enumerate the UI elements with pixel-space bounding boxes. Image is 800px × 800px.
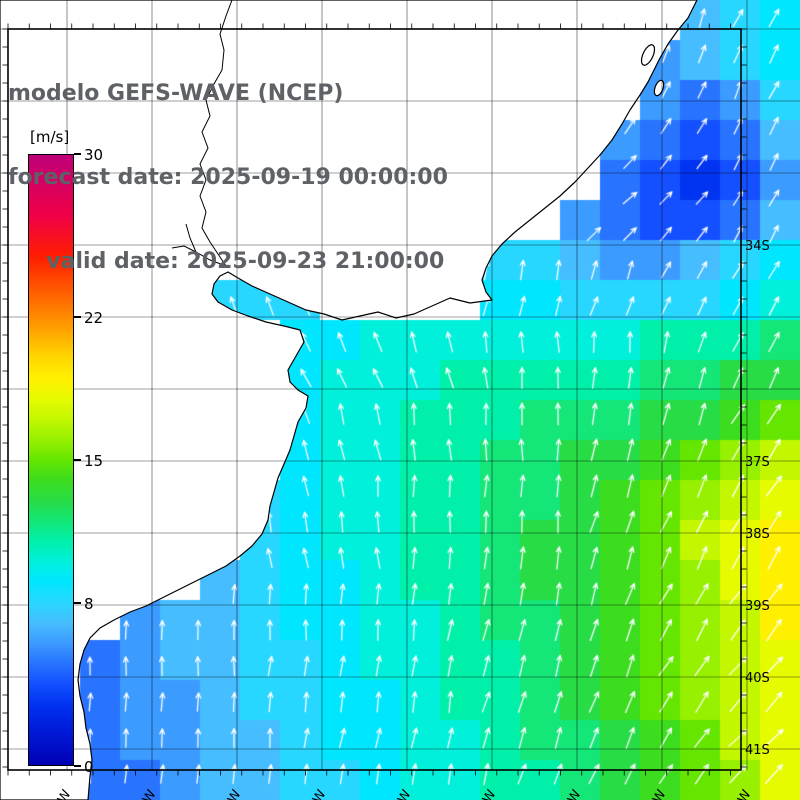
title-block: modelo GEFS-WAVE (NCEP) forecast date: 2…: [8, 24, 448, 332]
colorbar-tick-mark: [74, 602, 81, 604]
lon-label: 54W: [472, 787, 500, 800]
lon-label: 57W: [217, 787, 245, 800]
lon-label: 53W: [557, 787, 585, 800]
colorbar-tick-mark: [74, 316, 81, 318]
model-title: modelo GEFS-WAVE (NCEP): [8, 81, 344, 106]
uruguay-river-line: [199, 0, 233, 267]
lon-label: 58W: [132, 787, 160, 800]
colorbar-tick-label: 0: [84, 758, 94, 776]
colorbar: [m/s] 30 22 15 8 0: [28, 128, 128, 788]
coastal-lagoon-south: [653, 79, 665, 97]
colorbar-tick-mark: [74, 153, 81, 155]
coastal-lagoon-north: [640, 44, 656, 66]
lon-label: 51W: [727, 787, 755, 800]
colorbar-tick-mark: [74, 765, 81, 767]
lat-label: 41S: [745, 743, 770, 758]
lat-label: 38S: [745, 527, 770, 542]
lat-label: 34S: [745, 239, 770, 254]
lon-label: 52W: [642, 787, 670, 800]
lon-label: 55W: [387, 787, 415, 800]
land-polygon: [0, 0, 698, 800]
frame-layer: [2, 23, 747, 776]
colorbar-tick-label: 8: [84, 594, 94, 613]
colorbar-tick-label: 30: [84, 146, 104, 164]
lat-label: 37S: [745, 455, 770, 470]
valid-date-line: valid date: 2025-09-23 21:00:00: [8, 249, 445, 274]
parana-river-line: [171, 223, 227, 267]
lat-label: 39S: [745, 599, 770, 614]
colorbar-tick-label: 15: [84, 452, 104, 470]
forecast-date-line: forecast date: 2025-09-19 00:00:00: [8, 165, 448, 190]
lat-label: 40S: [745, 671, 770, 686]
colorbar-unit-label: [m/s]: [30, 128, 70, 146]
colorbar-tick-mark: [74, 459, 81, 461]
colorbar-tick-label: 22: [84, 309, 104, 328]
lon-label: 56W: [302, 787, 330, 800]
colorbar-gradient: [28, 154, 74, 766]
